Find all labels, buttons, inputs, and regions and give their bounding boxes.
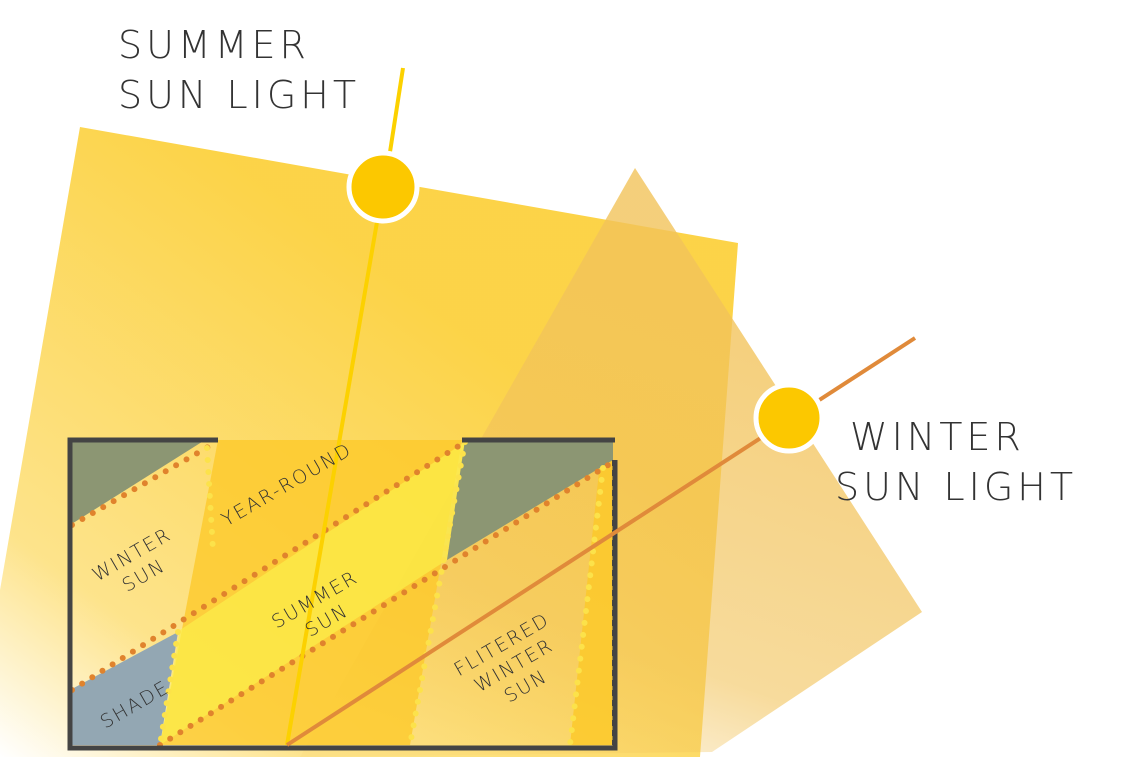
label: SUN LIGHT: [835, 465, 1077, 509]
label: WINTER: [850, 415, 1025, 459]
shade-top-right: [447, 440, 613, 560]
summer-ray: [285, 221, 379, 746]
summer-ray: [388, 67, 405, 153]
yellow-dots: [157, 439, 606, 748]
orange-dots: [69, 439, 616, 748]
winter-sun: [753, 382, 825, 454]
label: SUN LIGHT: [118, 73, 360, 117]
label: SUMMER: [118, 23, 310, 67]
summer-sun: [346, 150, 420, 224]
shade-bottom: [70, 632, 178, 745]
filtered-zone: [570, 460, 613, 745]
shade-top-left: [70, 440, 205, 525]
room-wall: [67, 437, 618, 751]
